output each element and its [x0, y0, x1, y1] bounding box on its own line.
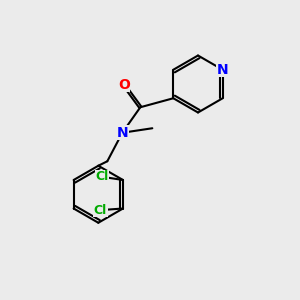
- Text: N: N: [217, 63, 229, 77]
- Text: Cl: Cl: [94, 203, 107, 217]
- Text: Cl: Cl: [95, 170, 109, 184]
- Text: N: N: [116, 126, 128, 140]
- Text: O: O: [118, 78, 130, 92]
